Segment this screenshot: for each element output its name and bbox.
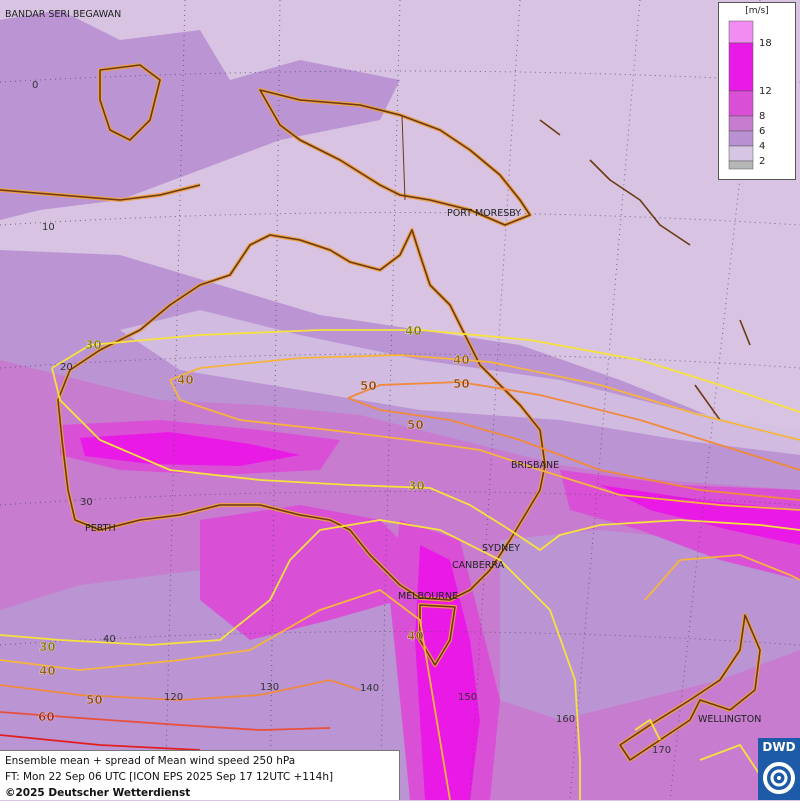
spread-8-south [200, 505, 420, 640]
contour-40-east [644, 554, 800, 601]
lat-label-40: 40 [103, 634, 116, 645]
lat-line-0 [0, 70, 800, 83]
lat-line-10 [0, 212, 800, 226]
contour-label: 30 [85, 338, 102, 352]
legend-swatch [728, 20, 754, 44]
dwd-logo-text: DWD [762, 740, 796, 754]
spread-12-west [80, 432, 300, 466]
city-label-canberra: CANBERRA [452, 560, 505, 571]
contour-40-south [0, 588, 451, 800]
contour-label: 50 [86, 693, 103, 707]
lat-line-20 [0, 353, 800, 369]
coastlines [0, 63, 762, 762]
city-label-port-moresby: PORT MORESBY [447, 208, 521, 219]
png-border [401, 114, 406, 201]
lon-label-120: 120 [164, 692, 183, 703]
new-zealand-coast [619, 614, 761, 761]
lon-label-150: 150 [458, 692, 477, 703]
spread-shading [0, 10, 800, 800]
swirl-icon [763, 762, 795, 794]
spread-8-east [560, 470, 800, 580]
contour-40-north [169, 354, 800, 441]
lon-line-130 [269, 0, 281, 800]
legend-swatch [728, 42, 754, 92]
contour-50-lobe [347, 397, 800, 501]
lat-label-30: 30 [80, 497, 93, 508]
contour-label: 60 [38, 710, 55, 724]
lat-label-20: 20 [60, 362, 73, 373]
contour-30-north-lobe [51, 367, 800, 552]
spread-12-east [600, 485, 800, 545]
info-panel: Ensemble mean + spread of Mean wind spee… [0, 750, 400, 800]
spread-12-tas [415, 545, 480, 800]
australia-coast [57, 229, 546, 601]
lon-label-130: 130 [260, 682, 279, 693]
legend-tick-label: 4 [759, 141, 765, 152]
lon-line-150 [469, 0, 521, 800]
spread-4-north [0, 10, 400, 220]
city-label-perth: PERTH [85, 523, 116, 534]
contour-labels: 30 40 40 40 50 50 50 30 40 30 40 50 60 [38, 324, 470, 724]
contour-50 [347, 381, 800, 471]
legend-scale: 18 12 8 6 4 2 [728, 20, 772, 170]
contour-label: 30 [39, 640, 56, 654]
city-label-wellington: WELLINGTON [698, 714, 761, 725]
contour-label: 40 [407, 629, 424, 643]
legend-tick-label: 2 [759, 156, 765, 167]
grid-labels: 0 10 20 30 40 120 130 140 150 160 170 [32, 80, 671, 756]
contour-30-north [51, 329, 800, 413]
city-label-melbourne: MELBOURNE [398, 591, 458, 602]
lon-line-140 [379, 0, 401, 800]
legend-tick-label: 8 [759, 111, 765, 122]
contour-label: 50 [453, 377, 470, 391]
info-copyright: ©2025 Deutscher Wetterdienst [5, 787, 191, 799]
legend-tick-label: 6 [759, 126, 765, 137]
dwd-logo: DWD [758, 738, 800, 800]
contour-label: 30 [408, 479, 425, 493]
contour-label: 40 [39, 664, 56, 678]
legend-swatch [728, 145, 754, 162]
tasmania-coast [419, 604, 456, 666]
contour-label: 50 [360, 379, 377, 393]
indonesia-islands-coast [0, 184, 201, 201]
new-guinea-coast [259, 89, 531, 226]
lon-line-170 [669, 0, 761, 800]
legend-swatch [728, 160, 754, 170]
contour-30-south [0, 519, 581, 800]
info-forecast-time: FT: Mon 22 Sep 06 UTC [ICON EPS 2025 Sep… [5, 771, 334, 783]
contour-50-south [0, 679, 361, 701]
legend-tick-label: 18 [759, 38, 772, 49]
contour-label: 40 [453, 353, 470, 367]
wind-contours [0, 329, 800, 800]
city-labels: BANDAR SERI BEGAWAN PORT MORESBY BRISBAN… [5, 9, 761, 725]
city-label-bandar: BANDAR SERI BEGAWAN [5, 9, 121, 20]
contour-label: 50 [407, 418, 424, 432]
lon-line-120 [164, 0, 186, 800]
legend-swatch [728, 90, 754, 117]
lon-label-160: 160 [556, 714, 575, 725]
color-legend: [m/s] 18 12 8 6 4 2 [718, 2, 796, 180]
contour-label: 40 [405, 324, 422, 338]
lat-line-40 [0, 631, 800, 646]
contour-40-west-lobe [169, 379, 800, 511]
lat-label-0: 0 [32, 80, 38, 91]
legend-swatch [728, 115, 754, 132]
contour-label: 40 [177, 373, 194, 387]
pacific-islands-coast [539, 119, 751, 421]
lat-line-30 [0, 491, 800, 506]
city-label-sydney: SYDNEY [482, 543, 520, 554]
sulawesi-coast [99, 64, 161, 141]
contour-red-south [0, 734, 201, 751]
lon-label-170: 170 [652, 745, 671, 756]
legend-tick-label: 12 [759, 86, 772, 97]
lon-label-140: 140 [360, 683, 379, 694]
legend-swatch [728, 130, 754, 147]
info-title: Ensemble mean + spread of Mean wind spee… [5, 755, 296, 767]
city-label-brisbane: BRISBANE [511, 460, 559, 471]
contour-60-south [0, 711, 331, 731]
lat-label-10: 10 [42, 222, 55, 233]
legend-unit: [m/s] [745, 6, 769, 16]
